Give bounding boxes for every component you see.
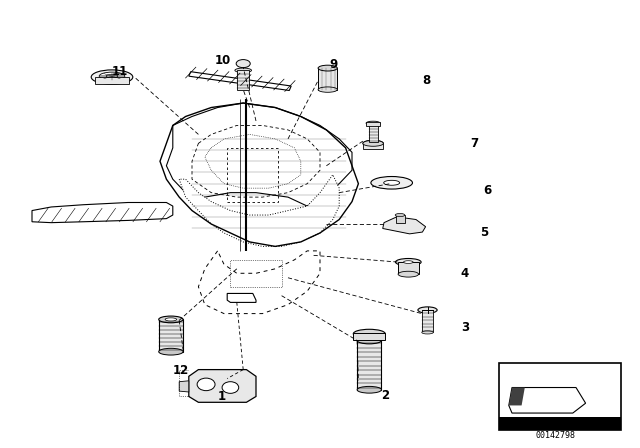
Bar [398, 262, 419, 274]
Text: 3: 3 [461, 320, 469, 334]
Ellipse shape [398, 271, 419, 277]
Ellipse shape [92, 70, 133, 84]
Ellipse shape [353, 329, 385, 338]
Bar [422, 310, 433, 332]
Text: 8: 8 [422, 74, 431, 87]
Ellipse shape [159, 316, 183, 323]
Ellipse shape [165, 318, 177, 321]
Polygon shape [179, 175, 339, 246]
Bar [499, 363, 621, 430]
Ellipse shape [404, 261, 413, 263]
Ellipse shape [106, 74, 118, 78]
Bar [369, 125, 378, 142]
Bar [357, 340, 381, 390]
Text: 10: 10 [214, 54, 230, 67]
Circle shape [197, 378, 215, 391]
Bar [499, 417, 621, 430]
FancyBboxPatch shape [95, 77, 129, 84]
Ellipse shape [396, 258, 421, 266]
Ellipse shape [363, 140, 383, 146]
Polygon shape [179, 381, 189, 392]
Bar [318, 68, 337, 90]
Text: 4: 4 [461, 267, 469, 280]
Text: 00142798: 00142798 [536, 431, 575, 440]
Ellipse shape [384, 180, 399, 185]
Polygon shape [198, 251, 320, 314]
Ellipse shape [363, 141, 383, 146]
Polygon shape [189, 370, 256, 402]
Bar [159, 319, 183, 352]
Ellipse shape [235, 68, 252, 73]
Polygon shape [509, 388, 586, 413]
Text: 9: 9 [330, 58, 338, 72]
Ellipse shape [318, 87, 337, 92]
Ellipse shape [99, 72, 125, 80]
Text: 2: 2 [381, 388, 389, 402]
Polygon shape [509, 388, 525, 405]
Ellipse shape [318, 65, 337, 71]
Text: 7: 7 [470, 137, 479, 150]
Ellipse shape [418, 307, 437, 313]
Polygon shape [383, 217, 426, 234]
Polygon shape [227, 293, 256, 302]
Ellipse shape [366, 121, 380, 125]
Polygon shape [166, 103, 352, 206]
Bar [353, 333, 385, 340]
Text: 1: 1 [218, 390, 226, 403]
Text: 5: 5 [480, 226, 488, 240]
Text: 11: 11 [112, 65, 128, 78]
Ellipse shape [371, 177, 413, 189]
Ellipse shape [236, 60, 250, 68]
Bar [363, 143, 383, 149]
Ellipse shape [159, 349, 183, 355]
Ellipse shape [396, 214, 405, 217]
Bar [396, 215, 405, 223]
Ellipse shape [357, 337, 381, 344]
Polygon shape [189, 72, 291, 90]
Text: 6: 6 [483, 184, 492, 197]
Ellipse shape [422, 331, 433, 334]
Bar [366, 122, 380, 126]
Text: 12: 12 [173, 364, 189, 378]
Circle shape [222, 382, 239, 393]
Bar [237, 70, 249, 90]
Polygon shape [32, 202, 173, 223]
Ellipse shape [357, 386, 381, 393]
